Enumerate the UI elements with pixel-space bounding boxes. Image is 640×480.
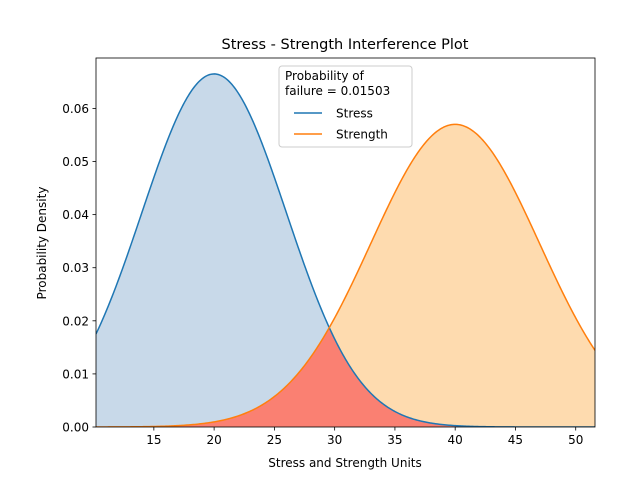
axes-frame: [95, 57, 596, 428]
legend-label-strength: Strength: [336, 128, 388, 142]
x-tick-label: 20: [206, 433, 221, 447]
y-tick-label: 0.04: [62, 208, 89, 222]
chart-title: Stress - Strength Interference Plot: [222, 37, 469, 53]
y-tick-label: 0.03: [62, 261, 89, 275]
x-tick-label: 50: [568, 433, 583, 447]
series-line-strength: [96, 123, 595, 427]
series-area-stress: [96, 73, 595, 427]
x-tick-label: 30: [327, 433, 342, 447]
x-tick-label: 15: [146, 433, 161, 447]
y-axis-label: Probability Density: [35, 187, 49, 300]
y-tick-label: 0.05: [62, 155, 89, 169]
legend-label-stress: Stress: [336, 107, 373, 121]
legend-box: [278, 65, 413, 148]
x-axis-label: Stress and Strength Units: [268, 456, 422, 470]
y-tick-label: 0.00: [62, 421, 89, 435]
legend-title-line: Probability of: [285, 69, 365, 83]
y-tick-label: 0.01: [62, 367, 89, 381]
x-tick-label: 45: [508, 433, 523, 447]
legend-title-line: failure = 0.01503: [285, 84, 390, 98]
axes: 15 20 25 30 35 40 45 50 0.00 0.01 0.02 0.03 0.04 0.05…: [62, 57, 596, 447]
y-tick-label: 0.06: [62, 102, 89, 116]
overlap-area: [96, 327, 595, 427]
y-tick-label: 0.02: [62, 314, 89, 328]
x-tick-label: 25: [267, 433, 282, 447]
x-tick-label: 40: [448, 433, 463, 447]
x-tick-label: 35: [387, 433, 402, 447]
series-area-strength: [96, 124, 595, 427]
